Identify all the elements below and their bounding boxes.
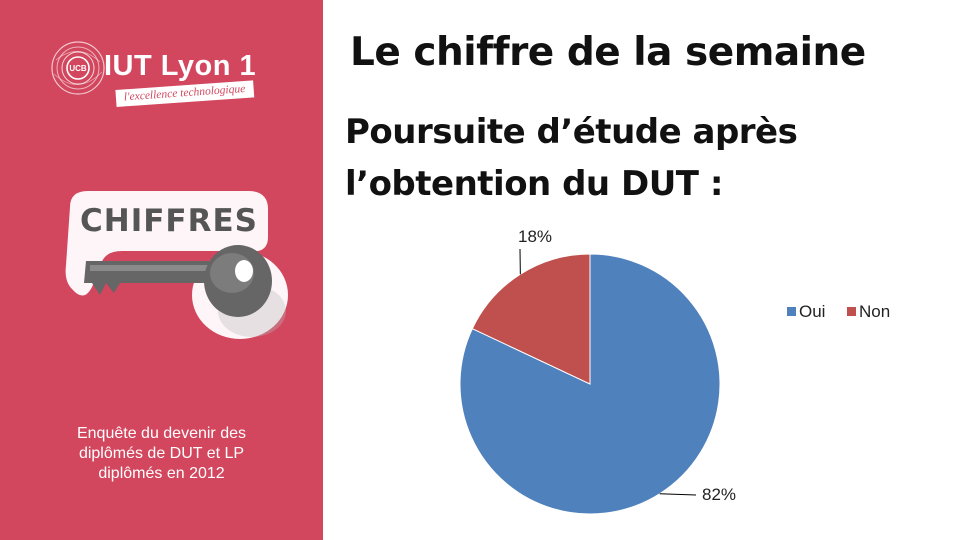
survey-note-line: Enquête du devenir des	[76, 425, 246, 442]
subtitle-line: l’obtention du DUT :	[345, 164, 723, 204]
pie-chart: 82% 18% Oui Non	[430, 215, 940, 525]
data-label: 18%	[518, 227, 552, 246]
legend-swatch	[787, 307, 796, 316]
survey-note: Enquête du devenir des diplômés de DUT e…	[20, 424, 303, 484]
subtitle-line: Poursuite d’étude après	[345, 112, 798, 152]
logo-emblem-icon: UCB	[51, 41, 105, 95]
subtitle: Poursuite d’étude après l’obtention du D…	[345, 106, 798, 210]
pie-chart-svg: 82% 18% Oui Non	[459, 227, 890, 515]
survey-note-line: diplômés de DUT et LP	[78, 445, 245, 462]
key-icon	[65, 191, 288, 339]
leader-line	[659, 493, 697, 496]
chiffres-badge: CHIFFRES	[62, 185, 302, 345]
badge-label: CHIFFRES	[80, 203, 258, 239]
pie-slice-non	[471, 253, 591, 385]
page-title: Le chiffre de la semaine	[350, 30, 866, 75]
legend-label: Non	[859, 302, 890, 321]
logo-tagline: l'excellence technologique	[115, 80, 254, 107]
logo-name: IUT Lyon 1	[104, 50, 257, 82]
data-label: 82%	[702, 485, 736, 504]
pie-slice-oui	[459, 253, 721, 515]
logo-emblem-text: UCB	[69, 64, 87, 73]
survey-note-line: diplômés en 2012	[98, 465, 225, 482]
iut-lyon-logo[interactable]: UCB IUT Lyon 1 l'excellence technologiqu…	[44, 34, 284, 124]
legend-label: Oui	[799, 302, 825, 321]
legend-swatch	[847, 307, 856, 316]
sidebar: UCB IUT Lyon 1 l'excellence technologiqu…	[0, 0, 323, 540]
